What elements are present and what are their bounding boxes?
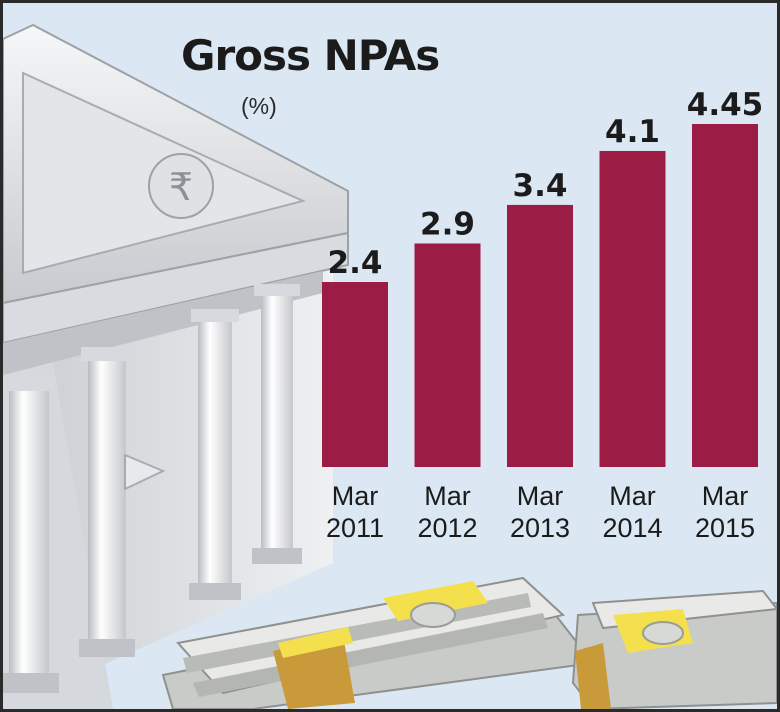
bar-2011 xyxy=(322,282,388,467)
chart-graphic: ₹ 2.4Mar20112.9Mar20123.4Mar20134.1Mar20… xyxy=(3,23,777,709)
x-tick-label-2011-line1: Mar xyxy=(332,481,379,511)
x-tick-label-2015-line1: Mar xyxy=(702,481,749,511)
rupee-emblem: ₹ xyxy=(148,153,214,219)
cash-bundles-illustration xyxy=(161,576,777,709)
x-tick-label-2014-line2: 2014 xyxy=(602,513,662,543)
x-tick-label-2012-line1: Mar xyxy=(424,481,471,511)
column-4 xyxy=(252,284,302,564)
chart-title: Gross NPAs xyxy=(181,31,440,80)
bar-value-label-2014: 4.1 xyxy=(605,114,660,150)
bar-2014 xyxy=(599,150,666,467)
column-2 xyxy=(79,347,135,657)
x-tick-label-2015-line2: 2015 xyxy=(695,513,755,543)
bar-value-label-2015: 4.45 xyxy=(687,87,764,123)
column-3 xyxy=(189,309,241,600)
chart-subtitle: (%) xyxy=(241,93,277,119)
column-1 xyxy=(3,375,59,693)
bar-2015 xyxy=(692,124,758,467)
rupee-symbol-icon: ₹ xyxy=(169,165,193,209)
x-tick-label-2014-line1: Mar xyxy=(609,481,656,511)
bar-value-label-2012: 2.9 xyxy=(420,206,475,242)
x-tick-label-2013-line2: 2013 xyxy=(510,513,570,543)
x-tick-label-2011-line2: 2011 xyxy=(326,513,384,543)
bars-layer: 2.4Mar20112.9Mar20123.4Mar20134.1Mar2014… xyxy=(322,87,763,543)
bar-2013 xyxy=(507,204,573,467)
x-tick-label-2012-line2: 2012 xyxy=(417,513,477,543)
bar-value-label-2011: 2.4 xyxy=(328,245,383,281)
bank-building-illustration: ₹ xyxy=(3,23,349,709)
bar-2012 xyxy=(414,243,481,467)
bar-value-label-2013: 3.4 xyxy=(513,168,568,204)
x-tick-label-2013-line1: Mar xyxy=(517,481,564,511)
